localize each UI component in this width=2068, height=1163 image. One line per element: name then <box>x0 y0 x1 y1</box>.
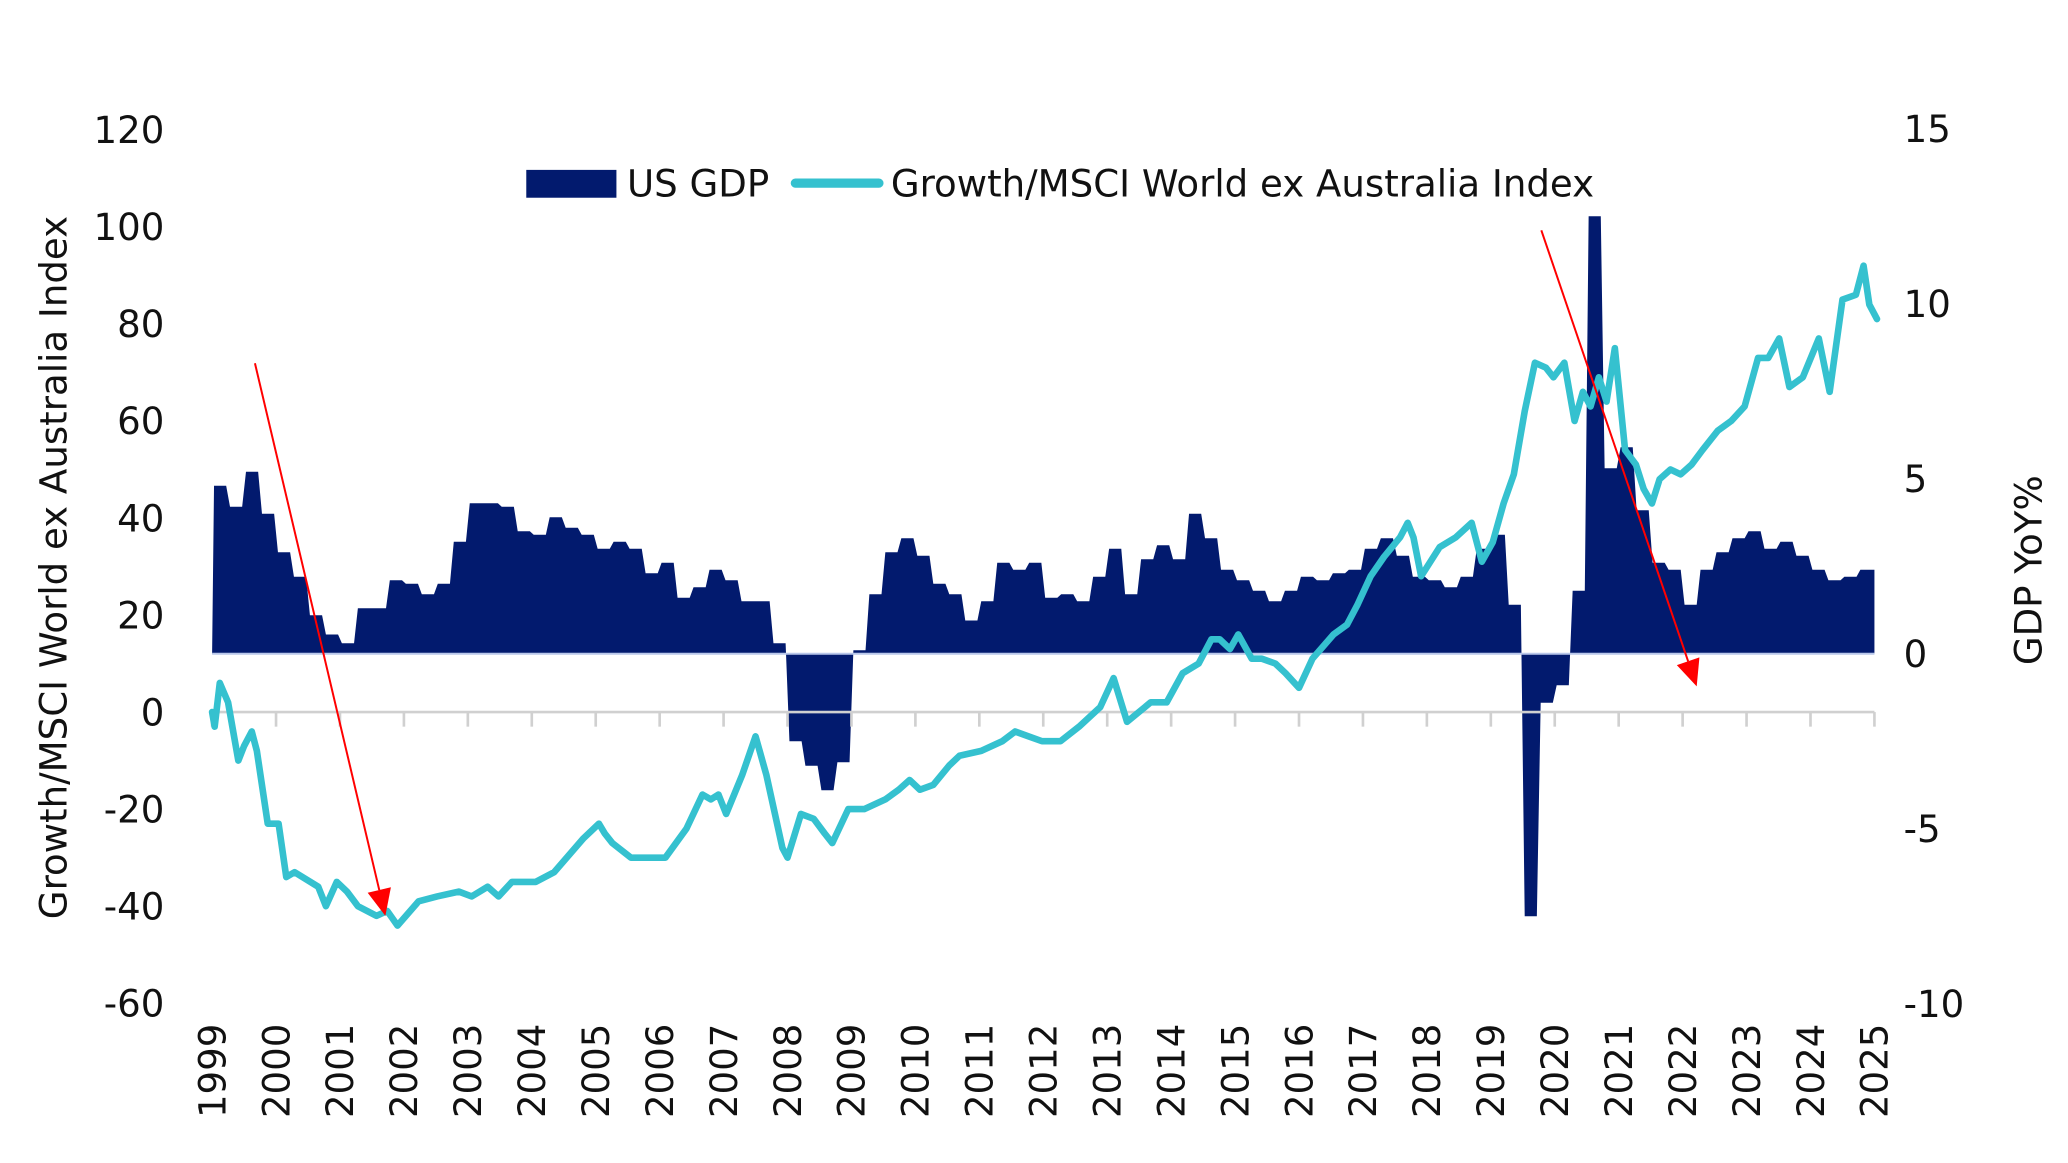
left-axis-tick-label: 0 <box>141 691 165 734</box>
x-axis-year-label: 2004 <box>511 1024 554 1118</box>
right-axis-tick-label: -5 <box>1904 808 1941 851</box>
x-axis-year-label: 2020 <box>1534 1024 1577 1118</box>
x-axis-year-label: 2022 <box>1662 1024 1705 1118</box>
right-axis-tick-label: 5 <box>1904 458 1928 501</box>
x-axis-year-label: 2000 <box>255 1024 298 1118</box>
x-axis-year-label: 2010 <box>895 1024 938 1118</box>
left-axis-tick-label: 100 <box>94 206 165 249</box>
legend-label-index: Growth/MSCI World ex Australia Index <box>891 162 1594 205</box>
right-axis-tick-label: 10 <box>1904 283 1951 326</box>
gdp-area-layer <box>212 216 1875 917</box>
x-axis-year-label: 2006 <box>639 1024 682 1118</box>
left-axis-tick-label: 80 <box>117 303 164 346</box>
right-axis-tick-label: 15 <box>1904 108 1951 151</box>
x-axis-year-label: 1999 <box>191 1024 234 1118</box>
left-axis-tick-label: 60 <box>117 400 164 443</box>
annotation-arrow-line <box>1540 229 1690 662</box>
x-axis-year-label: 2024 <box>1790 1024 1833 1118</box>
x-axis-year-label: 2018 <box>1406 1024 1449 1118</box>
right-axis-tick-label: 0 <box>1904 633 1928 676</box>
right-axis-title: GDP YoY% <box>2007 475 2050 665</box>
annotation-arrows <box>253 229 1700 916</box>
x-axis <box>210 710 1876 727</box>
annotation-arrow-head <box>1676 657 1700 687</box>
x-axis-year-label: 2009 <box>831 1024 874 1118</box>
x-axis-year-label: 2012 <box>1023 1024 1066 1118</box>
x-axis-year-label: 2023 <box>1726 1024 1769 1118</box>
x-axis-year-label: 2002 <box>383 1024 426 1118</box>
left-axis-tick-label: -20 <box>104 788 165 831</box>
x-axis-year-label: 2005 <box>575 1024 618 1118</box>
x-axis-year-label: 2017 <box>1342 1024 1385 1118</box>
left-axis-tick-label: -40 <box>104 885 165 928</box>
x-axis-year-label: 2011 <box>959 1024 1002 1118</box>
x-axis-year-label: 2015 <box>1214 1024 1257 1118</box>
left-axis-ticks: 120 100 80 60 40 20 0 -20 -40 -60 <box>94 109 165 1025</box>
x-axis-year-label: 2025 <box>1854 1024 1897 1118</box>
left-axis-tick-label: 20 <box>117 594 164 637</box>
x-axis-year-label: 2013 <box>1086 1024 1129 1118</box>
x-axis-year-label: 2003 <box>447 1024 490 1118</box>
legend-label-us-gdp: US GDP <box>627 162 769 205</box>
index-line-layer <box>208 262 1881 929</box>
left-axis-tick-label: 40 <box>117 497 164 540</box>
x-axis-year-label: 2001 <box>319 1024 362 1118</box>
right-axis-tick-label: -10 <box>1904 983 1965 1026</box>
left-axis-tick-label: 120 <box>94 109 165 152</box>
x-axis-year-label: 2008 <box>767 1024 810 1118</box>
x-axis-year-label: 2014 <box>1150 1024 1193 1118</box>
legend: US GDP Growth/MSCI World ex Australia In… <box>526 162 1594 205</box>
x-axis-year-label: 2019 <box>1470 1024 1513 1118</box>
left-axis-tick-label: -60 <box>104 982 165 1025</box>
legend-swatch-us-gdp <box>526 169 617 198</box>
right-axis-ticks: 15 10 5 0 -5 -10 <box>1904 108 1965 1026</box>
x-axis-year-label: 2016 <box>1278 1024 1321 1118</box>
us-gdp-area <box>212 216 1875 917</box>
annotation-arrow-head <box>367 887 391 916</box>
x-axis-year-label: 2021 <box>1598 1024 1641 1118</box>
x-axis-tick-labels: 1999 2000 2001 2002 2003 2004 2005 2006 2007 2008… <box>191 1024 1896 1118</box>
annotation-arrow-line <box>253 363 381 891</box>
index-line <box>208 262 1881 929</box>
x-axis-year-label: 2007 <box>703 1024 746 1118</box>
left-axis-title: Growth/MSCI World ex Australia Index <box>32 216 75 919</box>
